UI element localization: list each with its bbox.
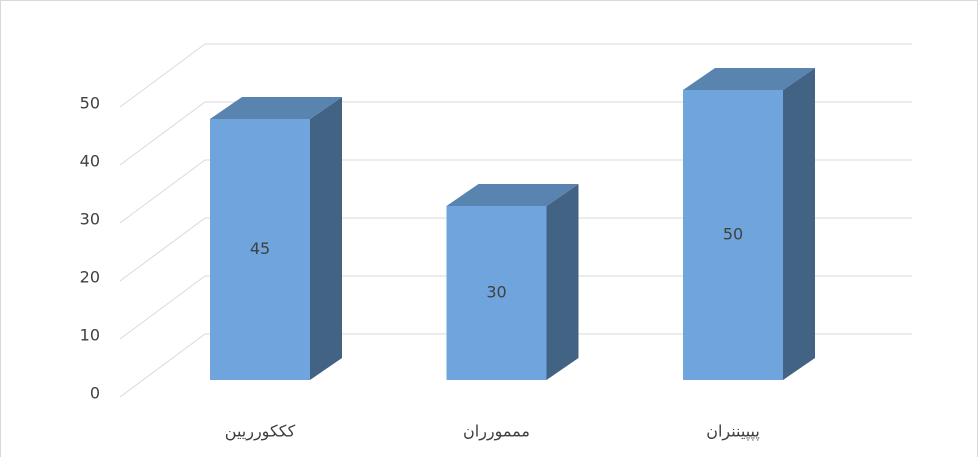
bar-side: [783, 68, 815, 380]
grid-line: [120, 276, 205, 339]
grid-line: [120, 334, 205, 397]
y-tick-label: 30: [80, 210, 100, 229]
y-tick-label: 10: [80, 326, 100, 345]
data-label: 45: [250, 239, 270, 258]
grid-line: [120, 218, 205, 281]
x-tick-label: پپپیننران: [706, 422, 760, 442]
y-tick-label: 50: [80, 94, 100, 113]
bar-side: [547, 184, 579, 380]
page: {"chart_data": {"type": "bar3d", "catego…: [0, 0, 978, 457]
x-tick-label: مممورران: [463, 422, 530, 442]
data-label: 50: [723, 225, 743, 244]
y-tick-label: 40: [80, 152, 100, 171]
grid-line: [120, 44, 205, 107]
grid-line: [120, 160, 205, 223]
data-label: 30: [486, 283, 506, 302]
y-tick-label: 0: [90, 384, 100, 403]
y-tick-label: 20: [80, 268, 100, 287]
chart: 0 10 20 30 40 50 45 کککورریین 30 مممورران 50 پپپینن…: [0, 0, 978, 457]
x-tick-label: کککورریین: [225, 422, 296, 442]
grid-line: [120, 102, 205, 165]
bar-side: [310, 97, 342, 380]
